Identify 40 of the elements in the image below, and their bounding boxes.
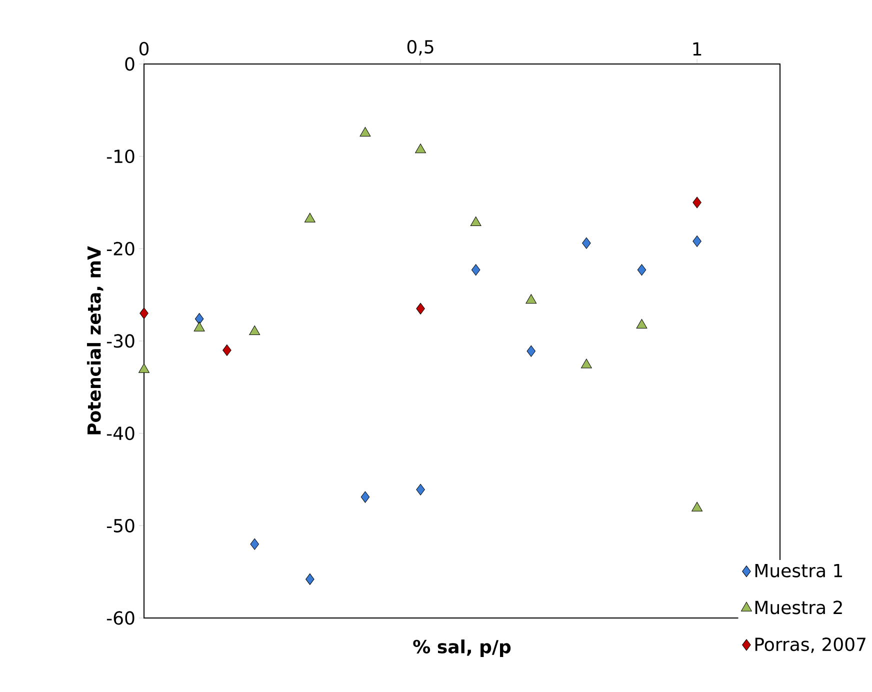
point bbox=[222, 344, 232, 356]
y-tick-label: 0 bbox=[125, 57, 134, 71]
point bbox=[470, 216, 482, 226]
point bbox=[637, 264, 646, 276]
point bbox=[360, 491, 370, 503]
point bbox=[194, 313, 204, 325]
x-axis-title: % sal, p/p bbox=[413, 640, 511, 657]
legend-label: Porras, 2007 bbox=[755, 637, 866, 653]
x-tick-label: 1 bbox=[693, 42, 702, 56]
y-axis-title: Potencial zeta, mV bbox=[86, 246, 104, 434]
x-tick-label: 0,5 bbox=[407, 40, 434, 56]
point bbox=[138, 363, 150, 373]
y-tick-label: -50 bbox=[106, 518, 134, 532]
point bbox=[360, 126, 371, 136]
point bbox=[692, 196, 702, 208]
y-tick-label: -60 bbox=[106, 611, 134, 625]
point bbox=[250, 538, 259, 550]
point bbox=[416, 302, 425, 314]
point bbox=[194, 322, 205, 332]
point bbox=[582, 237, 591, 249]
point bbox=[526, 294, 537, 304]
y-tick-label: -10 bbox=[106, 150, 134, 164]
point bbox=[249, 326, 260, 336]
point bbox=[692, 236, 702, 248]
point bbox=[140, 308, 148, 320]
point bbox=[526, 345, 536, 357]
y-tick-label: -20 bbox=[106, 242, 134, 256]
point bbox=[304, 212, 316, 222]
point bbox=[415, 144, 426, 154]
point bbox=[416, 484, 425, 496]
point bbox=[471, 264, 480, 276]
point bbox=[636, 319, 648, 329]
legend-label: Muestra 1 bbox=[755, 564, 842, 578]
point bbox=[692, 502, 702, 512]
point bbox=[580, 358, 592, 368]
point bbox=[306, 573, 314, 585]
x-tick-label: 0 bbox=[139, 42, 149, 56]
legend-label: Muestra 2 bbox=[755, 600, 842, 614]
y-tick-label: -40 bbox=[106, 426, 134, 440]
y-tick-label: -30 bbox=[106, 334, 134, 348]
